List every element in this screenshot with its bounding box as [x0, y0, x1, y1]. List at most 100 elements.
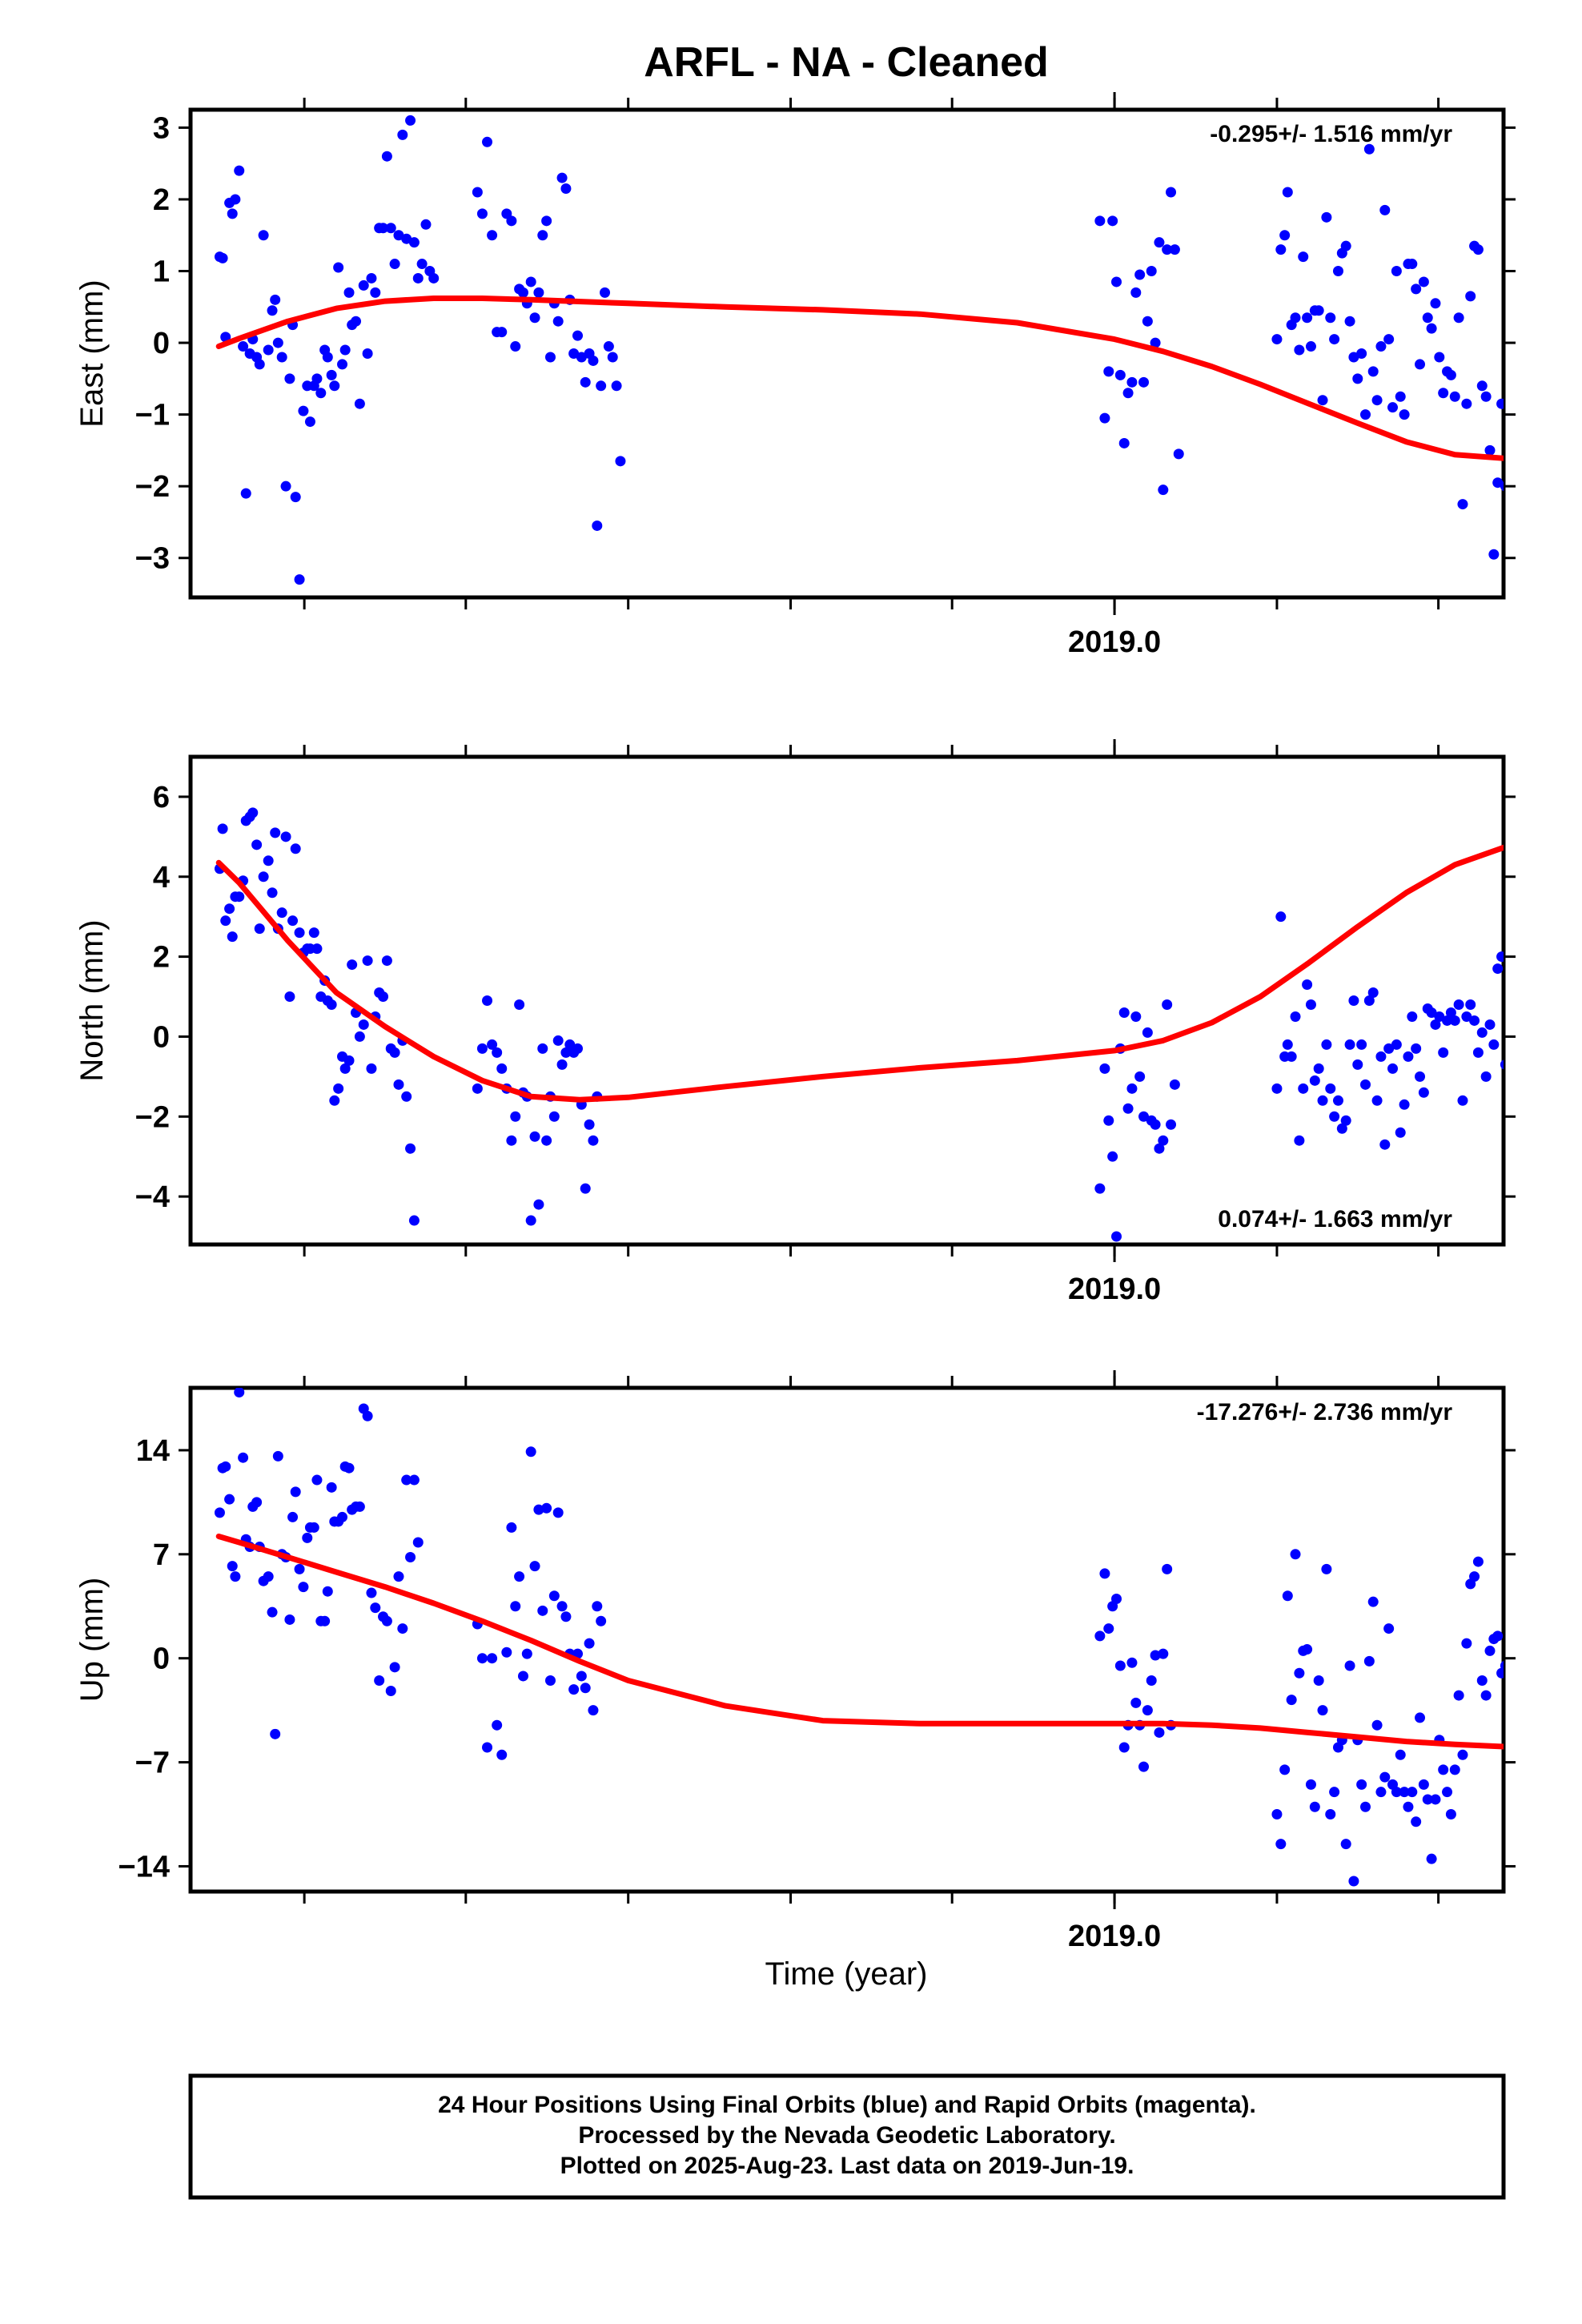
- data-point: [1166, 187, 1177, 198]
- data-point: [354, 1031, 365, 1042]
- rate-annotation: -17.276+/- 2.736 mm/yr: [1197, 1399, 1453, 1425]
- data-point: [1122, 1103, 1134, 1114]
- data-point: [607, 352, 618, 363]
- data-point: [408, 1474, 420, 1486]
- data-point: [258, 871, 269, 883]
- data-point: [1114, 1660, 1126, 1671]
- data-point: [1453, 312, 1464, 324]
- data-point: [1162, 244, 1173, 255]
- data-point: [1367, 1596, 1379, 1607]
- data-point: [1154, 1143, 1165, 1154]
- data-point: [615, 456, 626, 467]
- data-point: [1457, 1749, 1468, 1760]
- data-point: [1363, 143, 1375, 155]
- data-point: [1356, 348, 1367, 359]
- data-point: [1536, 1027, 1546, 1038]
- data-point: [1442, 1015, 1453, 1026]
- fit-curve: [215, 1534, 1504, 1750]
- data-point: [337, 359, 348, 370]
- data-point: [1142, 1705, 1153, 1716]
- data-point: [362, 348, 373, 359]
- y-tick-label: 3: [153, 111, 170, 145]
- data-point: [525, 1215, 536, 1226]
- data-point: [234, 891, 245, 903]
- data-point: [284, 991, 295, 1003]
- data-point: [354, 398, 365, 409]
- data-point: [1367, 366, 1379, 377]
- data-point: [1547, 1750, 1557, 1760]
- data-point: [1500, 1059, 1504, 1070]
- data-point: [385, 223, 396, 234]
- data-point: [1411, 1816, 1422, 1827]
- data-point: [1383, 1623, 1395, 1634]
- data-point: [234, 165, 245, 176]
- data-point: [351, 316, 362, 327]
- data-point: [560, 1611, 572, 1622]
- footer-line-3: Plotted on 2025-Aug-23. Last data on 201…: [560, 2153, 1134, 2179]
- data-point: [588, 1135, 599, 1146]
- data-point: [1559, 1031, 1569, 1042]
- data-point: [1445, 1809, 1456, 1820]
- data-point: [506, 1522, 517, 1533]
- data-point: [476, 208, 488, 219]
- data-point: [1508, 331, 1519, 341]
- data-point: [517, 1671, 528, 1682]
- data-point: [302, 1532, 313, 1543]
- data-point: [1286, 1051, 1297, 1062]
- rate-annotation: 0.074+/- 1.663 mm/yr: [1218, 1206, 1452, 1232]
- data-point: [322, 352, 333, 363]
- data-point: [1094, 215, 1106, 227]
- data-point: [1570, 959, 1580, 970]
- data-point: [1516, 927, 1526, 938]
- data-point: [284, 373, 295, 384]
- data-point: [1094, 1183, 1106, 1194]
- data-point: [572, 330, 583, 341]
- data-point: [1387, 402, 1399, 413]
- data-point: [482, 1742, 493, 1753]
- data-point: [1375, 1787, 1387, 1798]
- y-tick-label: 0: [153, 1642, 170, 1676]
- data-point: [1336, 1123, 1347, 1134]
- data-point: [1290, 1549, 1301, 1560]
- data-point: [1457, 1095, 1468, 1106]
- data-point: [1434, 1011, 1445, 1022]
- data-point: [1099, 1568, 1110, 1579]
- x-tick-label: 2019.0: [1068, 1273, 1161, 1306]
- data-point: [496, 1749, 508, 1760]
- data-point: [270, 1728, 281, 1739]
- panel-1: 3 2 1 0 −1 −2 −3 2019.0 East (mm) -0.295+/- 1.516…: [74, 92, 1569, 659]
- data-point: [525, 1446, 536, 1458]
- data-point: [584, 1119, 595, 1130]
- data-point: [1547, 545, 1557, 556]
- data-point: [510, 341, 521, 352]
- data-point: [393, 1571, 404, 1582]
- data-point: [389, 259, 400, 270]
- data-point: [247, 807, 259, 818]
- data-point: [1305, 1779, 1316, 1790]
- data-point: [1469, 1015, 1480, 1026]
- data-point: [1275, 1839, 1287, 1850]
- data-point: [1313, 1675, 1324, 1687]
- data-point: [1516, 1691, 1526, 1701]
- data-point: [544, 1675, 556, 1687]
- data-point: [1118, 1742, 1130, 1753]
- data-point: [1457, 499, 1468, 510]
- data-point: [1415, 359, 1426, 370]
- data-point: [1118, 437, 1130, 448]
- data-point: [1574, 1031, 1582, 1042]
- data-point: [1391, 1787, 1402, 1798]
- y-tick-label: 2: [153, 183, 170, 217]
- data-point: [1520, 399, 1530, 409]
- data-point: [1543, 413, 1553, 424]
- data-point: [1559, 406, 1569, 416]
- data-point: [529, 1561, 540, 1572]
- data-point: [1465, 291, 1476, 302]
- y-tick-label: 14: [136, 1434, 170, 1468]
- y-axis-label: Up (mm): [74, 1578, 110, 1703]
- footer-line-2: Processed by the Nevada Geodetic Laborat…: [578, 2122, 1115, 2149]
- data-point: [1488, 1039, 1500, 1050]
- data-point: [584, 1638, 595, 1649]
- data-point: [1524, 1675, 1534, 1686]
- data-point: [1294, 1667, 1305, 1679]
- data-point: [389, 1662, 400, 1673]
